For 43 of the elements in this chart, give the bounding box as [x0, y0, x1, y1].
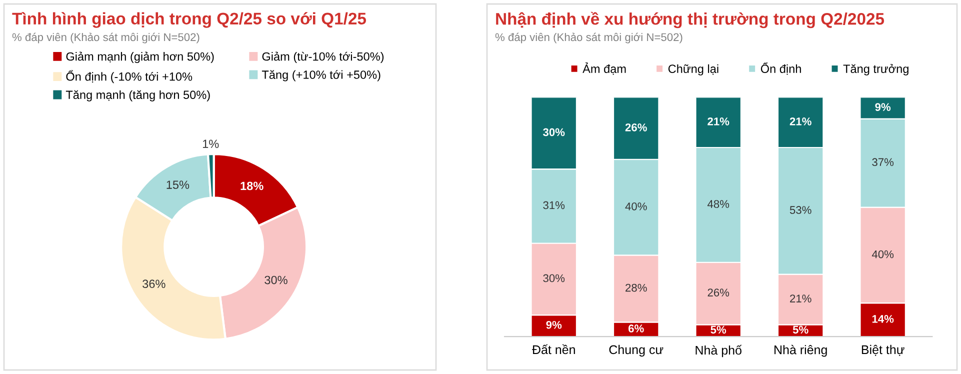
data-label: 9%	[875, 103, 891, 111]
x-tick-label: Nhà riêng	[774, 344, 827, 357]
data-label: 26%	[625, 123, 647, 132]
data-label: 40%	[625, 202, 647, 210]
data-label: 5%	[710, 326, 726, 334]
legend-label: Giảm mạnh (giảm hơn 50%)	[66, 52, 214, 64]
legend-label: Ảm đạm	[582, 62, 626, 75]
data-label: 5%	[792, 326, 808, 334]
legend-label: Tăng mạnh (tăng hơn 50%)	[66, 90, 210, 102]
data-label: 30%	[543, 128, 565, 136]
legend-label: Chững lại	[668, 64, 718, 76]
data-label: 1%	[202, 140, 219, 148]
x-tick-label: Nhà phố	[696, 344, 742, 358]
data-label: 21%	[708, 117, 730, 126]
chart-title: Tình hình giao dịch trong Q2/25 so với Q1/25	[12, 12, 366, 28]
data-label: 6%	[628, 324, 644, 332]
data-label: 30%	[543, 274, 565, 282]
data-label: 15%	[166, 180, 190, 189]
chart-title: Nhận định về xu hướng thị trường trong Q2/2025	[496, 12, 884, 28]
legend-label: Tăng (+10% tới +50%)	[262, 70, 380, 82]
data-label: 9%	[546, 320, 562, 329]
data-label: 48%	[707, 200, 730, 208]
x-tick-label: Chung cư	[609, 344, 664, 357]
data-label: 53%	[790, 206, 812, 214]
data-label: 21%	[790, 294, 812, 302]
legend-label: Ổn định	[760, 62, 801, 75]
data-label: 18%	[240, 182, 264, 190]
data-label: 37%	[872, 158, 894, 166]
data-label: 36%	[142, 280, 166, 288]
data-label: 21%	[790, 117, 812, 126]
data-label: 14%	[872, 314, 894, 323]
x-tick-label: Biệt thự	[862, 344, 904, 356]
data-label: 40%	[872, 250, 894, 258]
data-label: 31%	[543, 201, 565, 210]
data-label: 28%	[626, 284, 647, 292]
legend-label: Tăng trưởng	[843, 64, 908, 76]
x-tick-label: Đất nền	[532, 344, 575, 354]
chart-subtitle: % đáp viên (Khảo sát môi giới N=502)	[12, 32, 200, 44]
data-label: 26%	[708, 288, 730, 296]
legend-label: Ổn định (-10% tới +10%	[66, 70, 192, 84]
data-label: 30%	[264, 276, 288, 284]
chart-subtitle: % đáp viên (Khảo sát môi giới N=502)	[495, 32, 682, 44]
legend-label: Giảm (từ-10% tới-50%)	[262, 52, 384, 64]
